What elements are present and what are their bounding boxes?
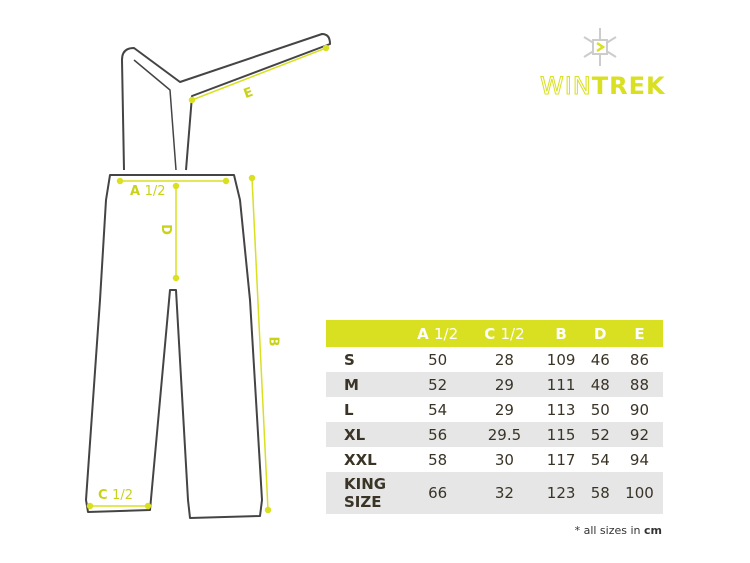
size-value: 109 [546,350,576,369]
size-value: 58 [584,472,616,514]
size-label: XXL [344,450,377,469]
size-value: 58 [428,450,448,469]
size-value: 52 [404,372,472,397]
size-value: 86 [629,350,650,369]
table-row: XL 56 29.5 115 52 92 [326,422,663,447]
size-value: 32 [471,472,538,514]
size-value: 54 [590,450,610,469]
table-row: L 54 29 113 50 90 [326,397,663,422]
size-label: M [326,372,404,397]
brand-logo: WINTREK [540,72,666,101]
size-value: 30 [494,450,514,469]
size-value: 46 [590,350,610,369]
label-a: A 1/2 [130,184,166,199]
size-value: 92 [615,422,663,447]
header-d: D [584,320,616,347]
snowflake-icon [583,28,617,66]
measurement-lines [86,44,330,514]
table-row: XXL 58 30 117 54 94 [326,447,663,472]
size-label: S [344,350,355,369]
size-table: A 1/2 C 1/2 B D E S 50 28 109 46 86 M 52 29 111 48… [326,320,663,514]
size-value: 54 [428,400,448,419]
size-value: 123 [537,472,585,514]
size-label: XL [326,422,404,447]
size-label: L [344,400,354,419]
size-value: 52 [584,422,616,447]
size-value: 111 [537,372,585,397]
size-value: 113 [546,400,576,419]
table-row: KING SIZE 66 32 123 58 100 [326,472,663,514]
size-value: 28 [494,350,514,369]
pants-outline [85,33,331,519]
size-value: 48 [584,372,616,397]
size-value: 94 [629,450,650,469]
table-row: S 50 28 109 46 86 [326,347,663,372]
size-value: 29.5 [471,422,538,447]
label-d: D [157,224,173,235]
size-label: KING SIZE [326,472,404,514]
table-row: M 52 29 111 48 88 [326,372,663,397]
label-b: B [265,336,281,347]
header-a: A 1/2 [404,320,472,347]
size-value: 29 [471,372,538,397]
header-b: B [537,320,585,347]
size-value: 50 [590,400,610,419]
size-value: 88 [615,372,663,397]
size-value: 117 [546,450,576,469]
size-value: 29 [494,400,514,419]
size-value: 100 [615,472,663,514]
size-value: 50 [428,350,448,369]
header-c: C 1/2 [471,320,538,347]
size-value: 115 [537,422,585,447]
units-note: * all sizes in cm [574,524,662,537]
size-value: 66 [404,472,472,514]
size-value: 56 [404,422,472,447]
label-c: C 1/2 [98,488,133,503]
header-size [326,320,404,347]
size-value: 90 [629,400,650,419]
header-e: E [615,320,663,347]
